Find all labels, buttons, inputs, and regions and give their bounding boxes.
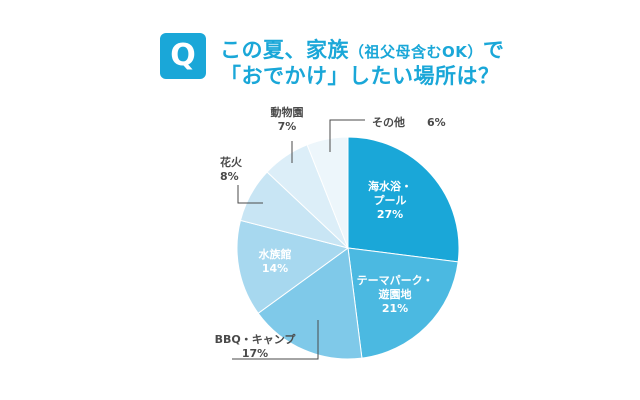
slice-category: 水族館 (259, 247, 292, 261)
slice-label-2: テーマパーク・遊園地 21% (357, 274, 434, 315)
slice-value: 17% (242, 347, 268, 360)
leader-line-3 (232, 320, 319, 360)
pie-slice-4 (236, 219, 350, 314)
slice-label-5: 花火 8% (220, 155, 243, 183)
slice-category: プール (374, 193, 407, 207)
slice-value: 7% (278, 120, 297, 133)
slice-category: 遊園地 (379, 287, 412, 301)
pie-slice-2 (347, 247, 459, 359)
question-title-paren: （祖父母含むOK） (349, 43, 483, 61)
question-title-line2: 「おでかけ」したい場所は？ (220, 64, 500, 88)
slice-label-7: その他 6% (372, 115, 446, 129)
slice-category: 動物園 (271, 105, 304, 119)
slice-category: テーマパーク・ (357, 274, 434, 287)
slice-value: 21% (382, 302, 408, 315)
slice-category: その他 6% (372, 115, 446, 129)
slice-category: 花火 (220, 155, 243, 169)
slice-label-4: 水族館 14% (259, 247, 292, 275)
slice-category: BBQ・キャンプ (215, 332, 297, 346)
slice-value: 27% (377, 208, 403, 221)
pie-slice-7 (306, 136, 349, 249)
slice-label-6: 動物園 7% (271, 105, 304, 133)
pie-slice-1 (347, 136, 460, 263)
slice-label-3: BBQ・キャンプ 17% (215, 332, 297, 360)
question-title-end: で (482, 38, 505, 62)
question-badge: Q (160, 33, 206, 79)
slice-category: 海水浴・ (368, 179, 412, 193)
slice-value: 14% (262, 262, 288, 275)
leader-line-5 (237, 185, 263, 204)
slice-label-1: 海水浴・プール 27% (368, 179, 412, 221)
leader-line-7 (329, 119, 365, 152)
question-title-main: この夏、家族 (220, 38, 349, 62)
question-title-line1: この夏、家族（祖父母含むOK）で (220, 34, 504, 64)
pie-slice-3 (257, 247, 363, 360)
slice-value: 8% (220, 170, 239, 183)
